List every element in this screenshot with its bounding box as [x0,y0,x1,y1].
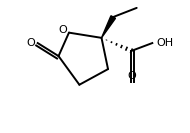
Text: O: O [127,71,136,81]
Text: O: O [58,25,67,35]
Text: O: O [27,38,36,48]
Polygon shape [101,16,116,38]
Text: OH: OH [156,38,173,48]
